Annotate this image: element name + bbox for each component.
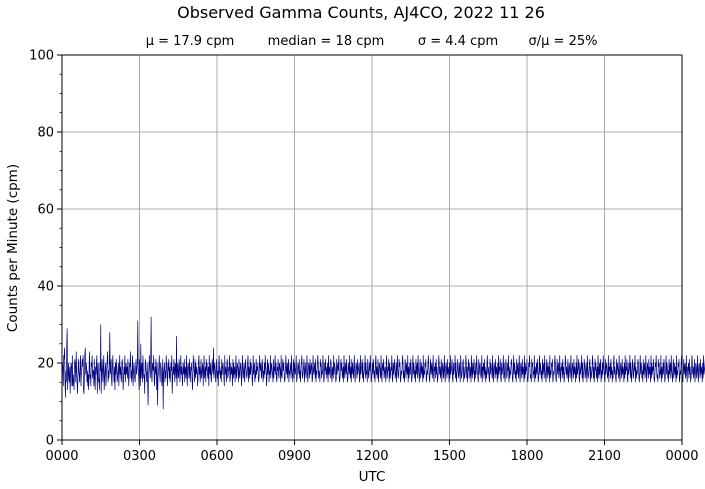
- y-axis-label: Counts per Minute (cpm): [5, 164, 21, 332]
- y-axis: 0 20 40 60 80 100: [29, 49, 62, 449]
- x-tick-label: 1500: [433, 449, 466, 464]
- grid: [61, 54, 683, 441]
- stats-line: μ = 17.9 cpm median = 18 cpm σ = 4.4 cpm…: [146, 34, 598, 49]
- x-tick-label: 2100: [588, 449, 621, 464]
- series-line-gamma-counts: [61, 316, 705, 410]
- y-tick-label: 0: [46, 434, 54, 449]
- x-tick-label: 1200: [355, 449, 388, 464]
- stat-sigma-over-mean: σ/μ = 25%: [529, 34, 598, 49]
- y-tick-label: 100: [29, 49, 54, 64]
- x-tick-label: 0300: [123, 449, 156, 464]
- y-tick-label: 60: [37, 203, 54, 218]
- y-tick-label: 80: [37, 126, 54, 141]
- x-tick-label: 1800: [510, 449, 543, 464]
- y-tick-label: 20: [37, 357, 54, 372]
- stat-sigma: σ = 4.4 cpm: [418, 34, 498, 49]
- x-tick-label: 0900: [278, 449, 311, 464]
- x-axis-label: UTC: [359, 469, 386, 485]
- x-tick-label: 0600: [200, 449, 233, 464]
- stat-mean: μ = 17.9 cpm: [146, 34, 235, 49]
- x-tick-label: 0000: [665, 449, 698, 464]
- series-layer: [61, 316, 705, 410]
- x-axis: 0000 0300 0600 0900 1200 1500 1800 2100 0000: [45, 440, 699, 464]
- y-tick-label: 40: [37, 280, 54, 295]
- x-tick-label: 0000: [45, 449, 78, 464]
- stat-median: median = 18 cpm: [268, 34, 385, 49]
- chart-title: Observed Gamma Counts, AJ4CO, 2022 11 26: [177, 3, 545, 22]
